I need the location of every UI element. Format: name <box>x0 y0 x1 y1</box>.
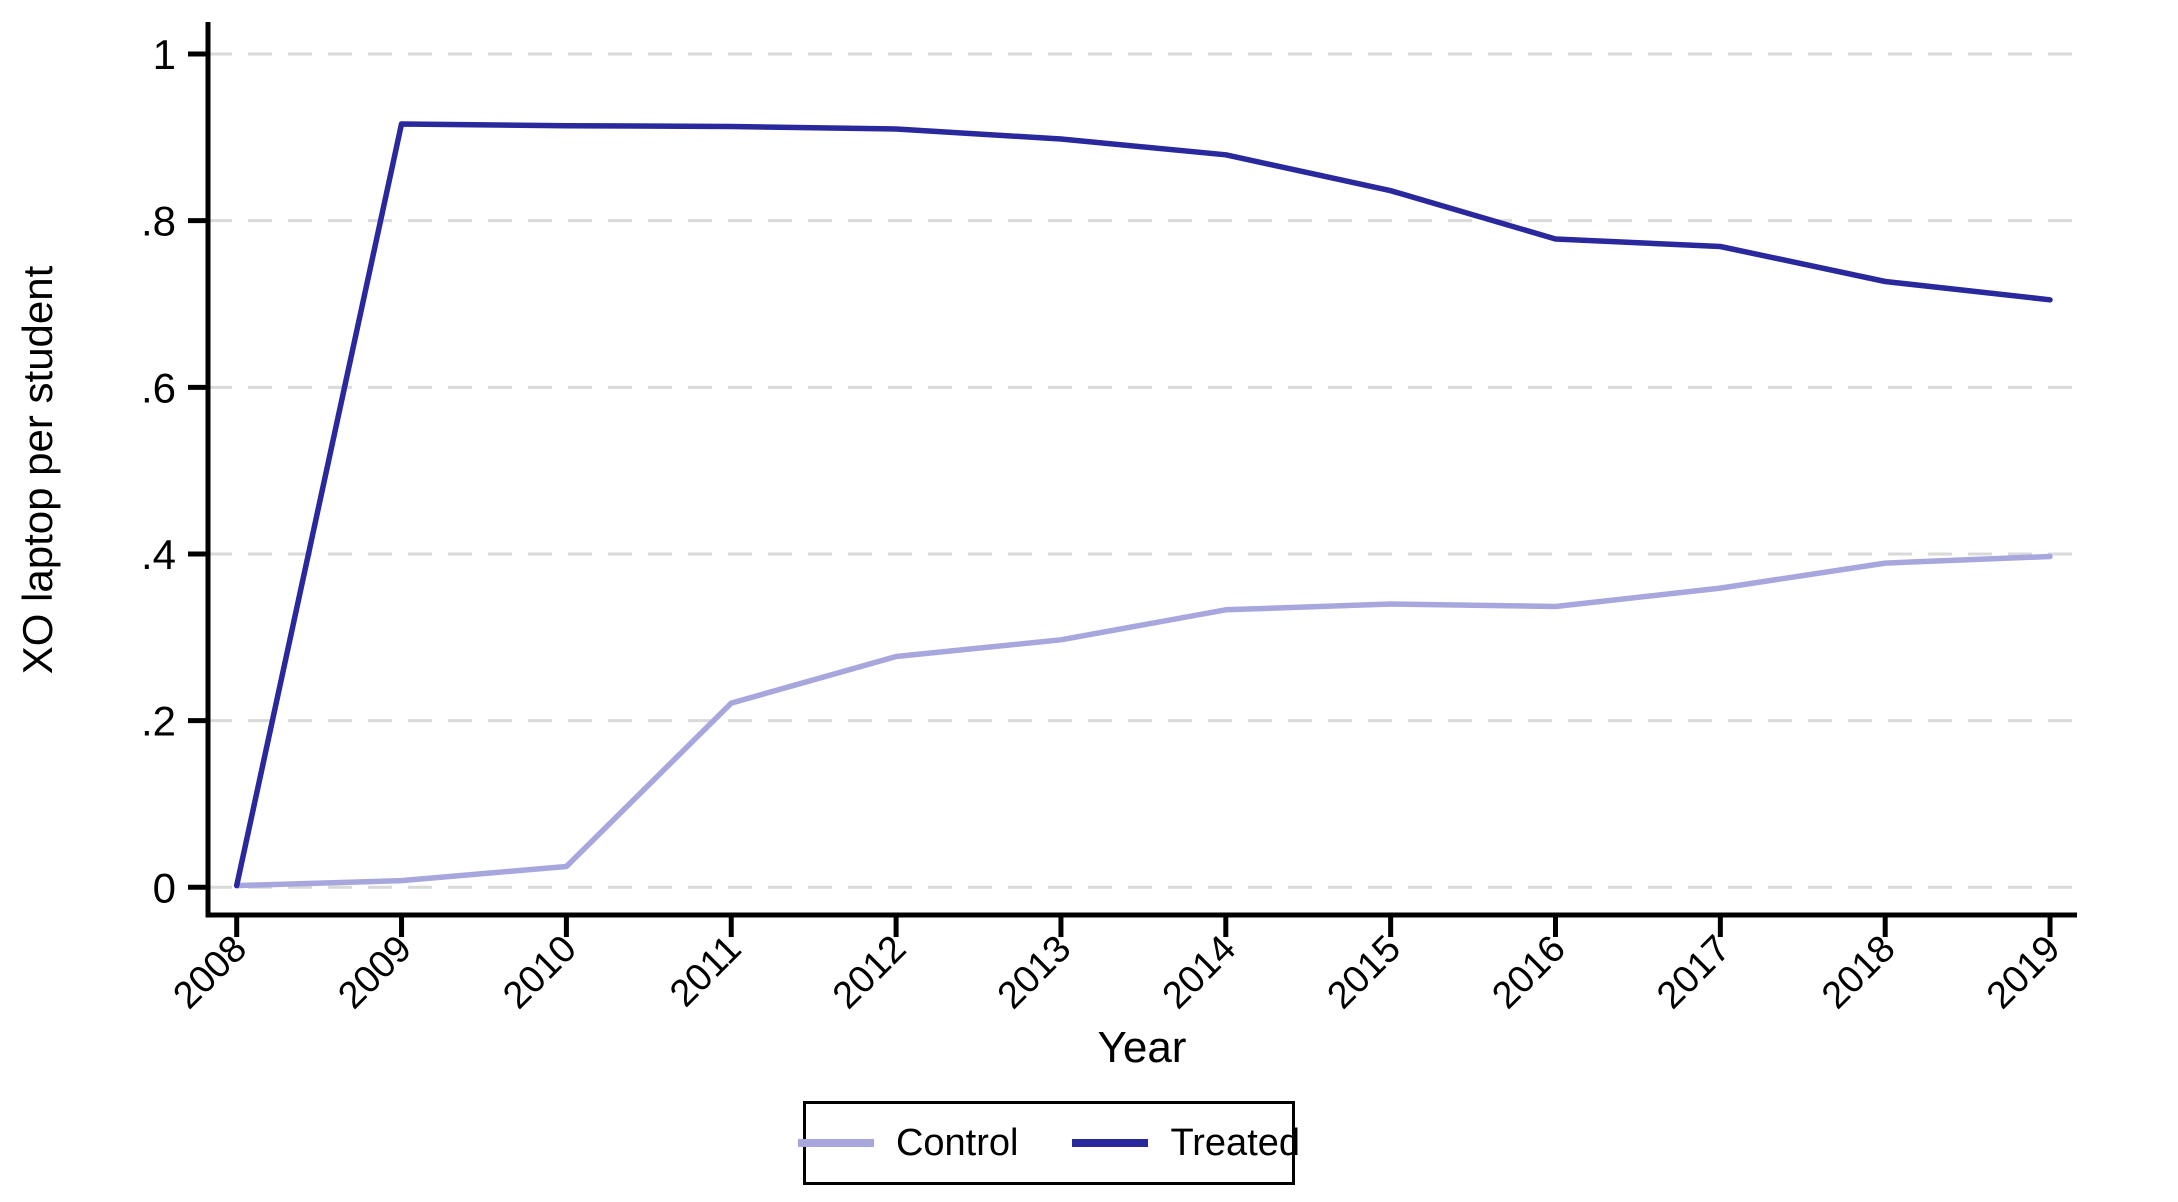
x-tick-label: 2010 <box>495 928 584 1017</box>
x-tick-label: 2015 <box>1320 928 1409 1017</box>
x-tick-label: 2016 <box>1484 928 1573 1017</box>
series-line-treated <box>233 121 2053 889</box>
legend-label-control: Control <box>895 1121 1019 1164</box>
y-axis-title: XO laptop per student <box>14 265 61 674</box>
x-tick-label: 2017 <box>1649 928 1738 1017</box>
gridlines <box>208 52 2077 889</box>
legend-label-treated: Treated <box>1170 1121 1301 1164</box>
y-tick-label: .4 <box>141 531 176 578</box>
x-tick-label: 2011 <box>662 928 749 1015</box>
x-tick-label: 2018 <box>1814 928 1903 1017</box>
plot-series <box>233 121 2053 889</box>
x-tick-label: 2014 <box>1155 928 1244 1017</box>
x-axis-title: Year <box>1098 1023 1187 1072</box>
x-tick-label: 2012 <box>825 928 914 1017</box>
y-tick-label: 0 <box>153 864 176 911</box>
y-tick-label: .6 <box>141 364 176 411</box>
y-tick-label: .2 <box>141 698 176 745</box>
x-tick-label: 2019 <box>1979 928 2068 1017</box>
x-tick-label: 2009 <box>330 928 419 1017</box>
y-axis-ticks: 0 .2 .4 .6 .8 1 <box>141 31 208 911</box>
treated-line-swatch <box>1072 1139 1149 1147</box>
x-axis-ticks: 2008 2009 2010 2011 2012 2013 2014 2015 2016 2017… <box>166 915 2068 1017</box>
x-tick-label: 2013 <box>990 928 1079 1017</box>
y-tick-label: 1 <box>153 31 176 78</box>
control-line-swatch <box>797 1139 874 1147</box>
y-tick-label: .8 <box>141 198 176 245</box>
x-tick-label: 2008 <box>166 928 255 1017</box>
legend: Control Treated <box>797 1101 1300 1185</box>
series-line-control <box>233 553 2053 889</box>
